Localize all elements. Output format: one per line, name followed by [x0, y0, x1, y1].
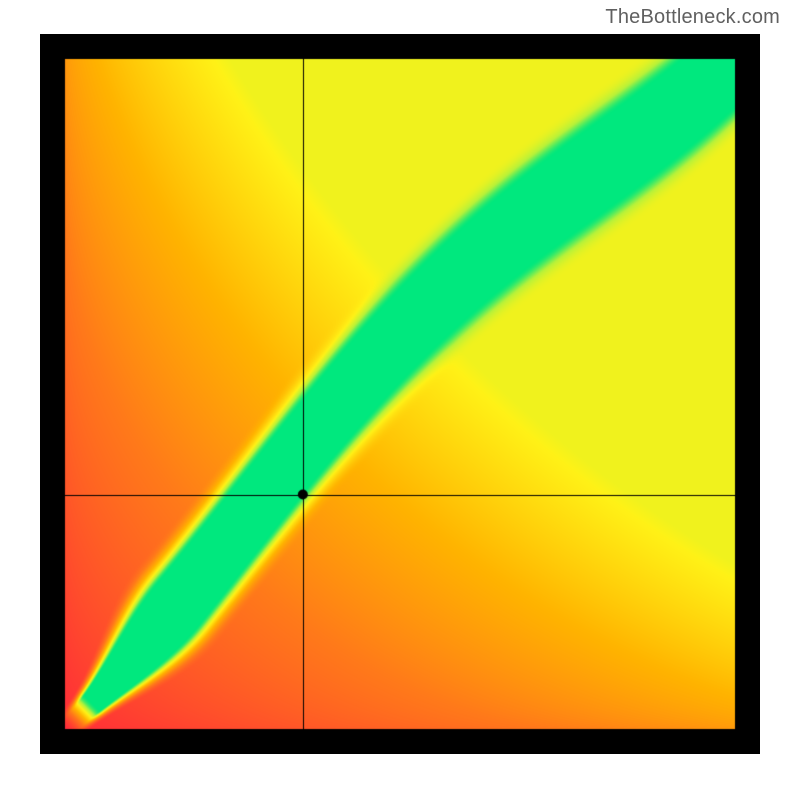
- chart-wrap: TheBottleneck.com: [0, 0, 800, 800]
- heatmap-canvas: [40, 34, 760, 754]
- plot-frame: [40, 34, 760, 754]
- watermark-text: TheBottleneck.com: [605, 6, 780, 29]
